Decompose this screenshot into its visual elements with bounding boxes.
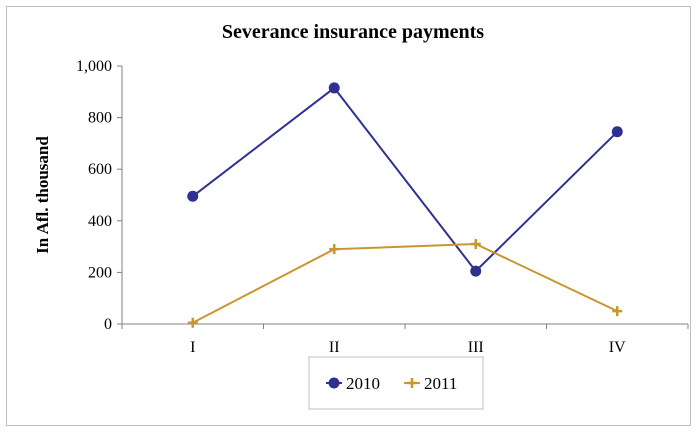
data-point [329, 244, 340, 255]
series-line [192, 243, 618, 324]
data-point [328, 82, 340, 94]
x-tick-label: IV [609, 339, 626, 356]
x-tick-label: III [468, 339, 484, 356]
y-tick-label: 400 [88, 213, 112, 230]
legend-label: 2010 [346, 374, 380, 393]
data-point [612, 306, 623, 317]
data-point [470, 265, 482, 277]
series-2010 [187, 82, 623, 277]
chart-title: Severance insurance payments [222, 21, 484, 43]
legend: 2010 2011 [308, 356, 484, 410]
data-point [611, 126, 623, 138]
series-layer [187, 82, 623, 328]
x-tick-labels: I II III IV [190, 339, 626, 356]
y-axis-label: In Afl. thousand [33, 136, 52, 254]
chart-frame [6, 6, 691, 426]
y-tick-label: 600 [88, 161, 112, 178]
data-point [187, 190, 199, 202]
series-2011 [187, 239, 623, 328]
legend-label: 2011 [424, 374, 457, 393]
axes [117, 65, 689, 329]
y-tick-label: 200 [88, 264, 112, 281]
y-tick-label: 800 [88, 110, 112, 127]
data-point [187, 317, 198, 328]
legend-entry: 2010 [326, 374, 380, 393]
legend-marker [407, 378, 417, 388]
y-tick-labels: 0 200 400 600 800 1,000 [76, 58, 112, 333]
legend-marker [328, 377, 340, 389]
x-tick-label: I [190, 339, 195, 356]
y-tick-label: 0 [104, 316, 112, 333]
series-line [192, 86, 618, 273]
data-point [470, 239, 481, 250]
x-tick-label: II [329, 339, 340, 356]
legend-entry: 2011 [404, 374, 457, 393]
y-tick-label: 1,000 [76, 58, 112, 75]
